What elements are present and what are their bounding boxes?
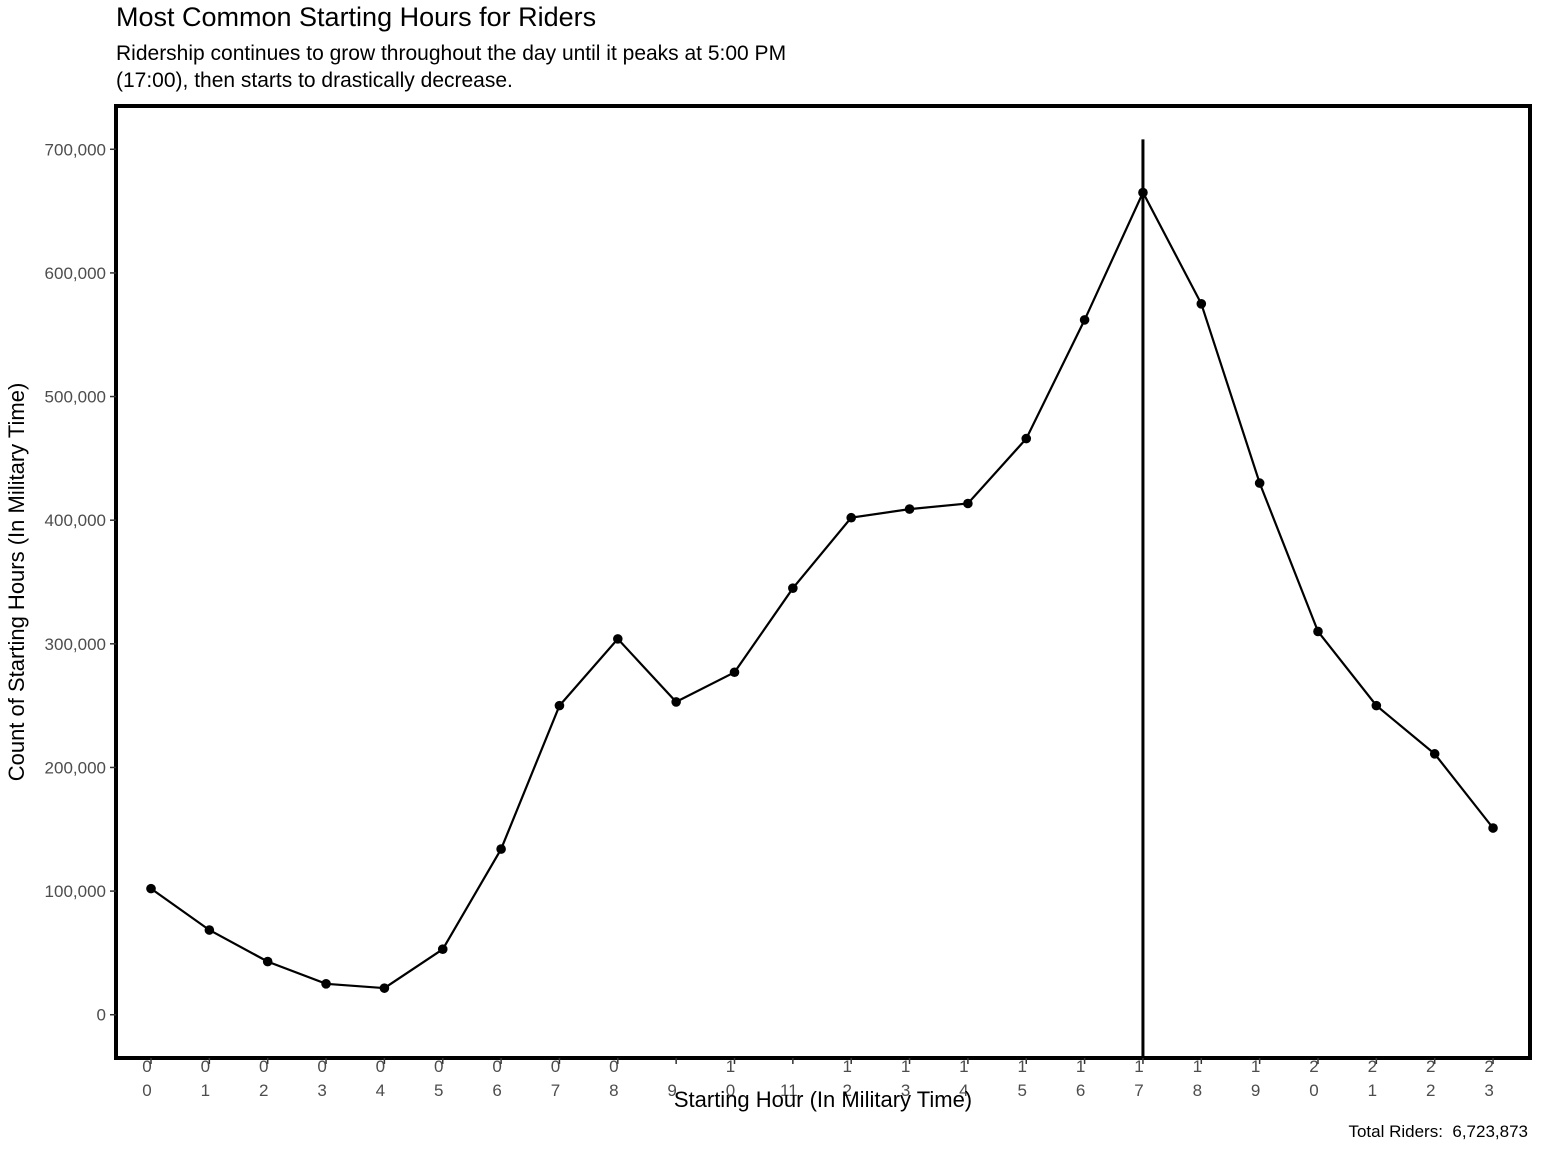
data-point xyxy=(613,634,623,644)
data-point xyxy=(788,583,798,593)
plot-panel-border xyxy=(114,104,1532,1060)
data-point xyxy=(1079,315,1090,325)
y-tick-label: 400,000 xyxy=(45,511,106,530)
data-point xyxy=(437,944,448,954)
data-point xyxy=(1313,626,1323,637)
y-tick-label: 200,000 xyxy=(45,758,106,777)
x-tick-label: 9 xyxy=(667,1081,676,1100)
data-point xyxy=(846,512,856,523)
data-point xyxy=(904,504,915,514)
data-point xyxy=(1429,749,1440,759)
y-tick-label: 600,000 xyxy=(45,264,106,283)
data-point xyxy=(321,979,331,989)
data-point xyxy=(146,883,156,894)
data-point xyxy=(963,498,973,509)
y-tick-label: 100,000 xyxy=(45,882,106,901)
data-point xyxy=(1196,299,1207,309)
y-axis-title: Count of Starting Hours (In Military Tim… xyxy=(4,383,29,782)
series-line xyxy=(150,190,1494,990)
x-axis-title: Starting Hour (In Military Time) xyxy=(674,1087,972,1112)
y-tick-label: 300,000 xyxy=(45,635,106,654)
y-tick-label: 500,000 xyxy=(45,388,106,407)
data-point xyxy=(554,700,565,711)
total-riders-caption: Total Riders: 6,723,873 xyxy=(1348,1122,1528,1141)
chart-subtitle: Ridership continues to grow throughout t… xyxy=(116,42,787,92)
data-point xyxy=(729,667,740,678)
y-tick-label: 0 xyxy=(97,1006,106,1025)
y-axis: 0 100,000 200,000 300,000 400,000 500,000 600,… xyxy=(45,140,116,1025)
data-point xyxy=(379,983,390,993)
x-tick-label: 11 xyxy=(780,1081,798,1100)
data-point xyxy=(1254,478,1265,488)
data-point xyxy=(496,844,506,854)
data-point xyxy=(1021,433,1032,444)
data-point xyxy=(671,697,681,707)
data-point xyxy=(1488,823,1498,833)
series-points xyxy=(146,187,1498,993)
data-point xyxy=(204,925,215,935)
chart-title: Most Common Starting Hours for Riders xyxy=(116,2,597,32)
data-point xyxy=(262,956,273,967)
data-point xyxy=(1371,700,1382,711)
x-axis: 0 0 0 1 0 2 0 3 0 4 0 5 0 6 0 7 0 8 9 1 0 11 1 2 1 3 1 4 1 5 1 6 1 7 1 8 1 9 2… xyxy=(142,1057,1494,1100)
y-tick-label: 700,000 xyxy=(45,140,106,159)
